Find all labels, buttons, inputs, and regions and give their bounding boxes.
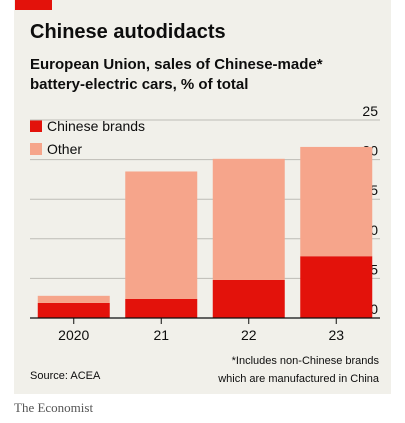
y-tick-label: 0 xyxy=(370,301,378,317)
chart-title: Chinese autodidacts xyxy=(30,21,226,43)
legend-item-other: Other xyxy=(30,141,82,157)
footnote-line-2: which are manufactured in China xyxy=(218,373,379,385)
bar-chinese-brands xyxy=(300,256,373,318)
bar-chinese-brands xyxy=(125,298,198,318)
y-tick-label: 25 xyxy=(362,103,378,119)
x-tick-label: 21 xyxy=(153,327,169,343)
bar-other xyxy=(212,158,285,280)
bar-other xyxy=(125,171,198,299)
legend-label-chinese-brands: Chinese brands xyxy=(47,118,146,134)
y-tick-label: 5 xyxy=(370,261,378,277)
x-tick-label: 22 xyxy=(241,327,257,343)
legend-label-other: Other xyxy=(47,141,83,157)
x-tick-label: 2020 xyxy=(58,327,89,343)
bar-other xyxy=(300,146,373,257)
bar-chinese-brands xyxy=(212,279,285,318)
chart-subtitle: European Union, sales of Chinese-made* b… xyxy=(30,56,323,93)
legend-item-chinese-brands: Chinese brands xyxy=(30,118,145,134)
accent-bar xyxy=(15,0,52,10)
source-note: Source: ACEA xyxy=(30,370,101,382)
legend-swatch-chinese-brands xyxy=(30,120,42,132)
brand-name: The Economist xyxy=(14,400,94,415)
footnote-line-1: *Includes non-Chinese brands xyxy=(231,355,379,367)
legend-swatch-other xyxy=(30,143,42,155)
footnote: *Includes non-Chinese brands which are m… xyxy=(218,352,379,388)
bar-other xyxy=(37,295,110,303)
bar-chinese-brands xyxy=(37,302,110,318)
x-tick-label: 23 xyxy=(328,327,344,343)
